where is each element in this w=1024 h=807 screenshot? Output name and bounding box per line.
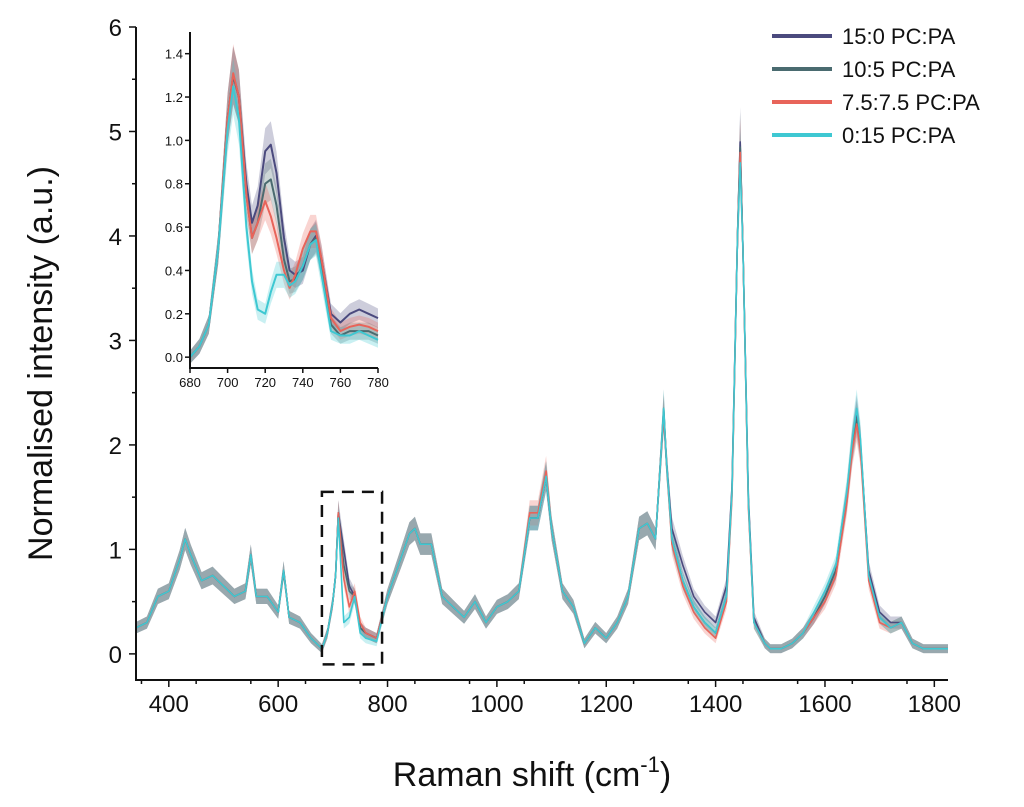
inset-line-series-2 [189, 72, 379, 358]
legend-label: 0:15 PC:PA [842, 123, 956, 148]
inset-x-tick-label: 720 [254, 375, 276, 390]
x-tick-label: 800 [368, 691, 408, 718]
inset-y-tick-label: 0.0 [165, 350, 183, 365]
legend-label: 15:0 PC:PA [842, 24, 956, 49]
y-tick-label: 1 [109, 537, 122, 564]
legend: 15:0 PC:PA 10:5 PC:PA 7.5:7.5 PC:PA 0:15 PC… [772, 24, 980, 148]
line-series-3 [135, 162, 948, 650]
inset-y-tick-label: 1.2 [165, 90, 183, 105]
main-series-lines [135, 141, 948, 650]
inset-y-tick-label: 0.8 [165, 177, 183, 192]
inset-x-tick-label: 760 [330, 375, 352, 390]
inset-y-tick-label: 1.4 [165, 47, 183, 62]
main-axis-lines [135, 27, 948, 681]
inset-x-tick-label: 780 [367, 375, 389, 390]
x-axis-title-main: Raman shift (cm [393, 756, 641, 794]
x-tick-label: 400 [149, 691, 189, 718]
x-tick-label: 1000 [470, 691, 523, 718]
inset-axes: 680 700 720 740 760 780 0.0 0.2 0.4 0.6 0.8 1.0 1.2 1… [165, 32, 389, 390]
y-axis-title: Normalised intensity (a.u.) [22, 166, 60, 561]
x-axis-title-superscript: -1 [640, 752, 660, 777]
legend-label: 10:5 PC:PA [842, 57, 956, 82]
inset-region-box [320, 490, 384, 666]
x-axis-title-tail: ) [660, 756, 671, 794]
inset-line-series-3 [189, 85, 379, 358]
inset-x-tick-label: 740 [292, 375, 314, 390]
y-tick-label: 2 [109, 433, 122, 460]
x-axis-title: Raman shift (cm-1) [393, 752, 671, 794]
y-tick-label: 4 [109, 224, 122, 251]
y-tick-label: 6 [109, 15, 122, 42]
y-tick-label: 0 [109, 642, 122, 669]
x-tick-label: 1600 [798, 691, 851, 718]
inset-band-series-3 [190, 58, 378, 364]
x-tick-label: 1400 [689, 691, 742, 718]
x-tick-label: 1800 [908, 691, 961, 718]
inset-y-tick-label: 1.0 [165, 133, 183, 148]
inset-band-series-0 [190, 46, 378, 364]
inset-y-tick-label: 0.2 [165, 307, 183, 322]
inset-chart: 680 700 720 740 760 780 0.0 0.2 0.4 0.6 0.8 1.0 1.2 1… [165, 32, 389, 390]
x-tick-label: 1200 [580, 691, 633, 718]
inset-y-tick-label: 0.6 [165, 220, 183, 235]
inset-series-lines [189, 72, 379, 358]
x-tick-label: 600 [258, 691, 298, 718]
y-tick-label: 3 [109, 328, 122, 355]
main-axes: 400 600 800 1000 1200 1400 1600 1800 0 1 2 3 4 5 6 [109, 15, 961, 718]
inset-x-tick-label: 700 [217, 375, 239, 390]
inset-y-tick-label: 0.4 [165, 263, 183, 278]
legend-label: 7.5:7.5 PC:PA [842, 90, 980, 115]
y-tick-label: 5 [109, 119, 122, 146]
inset-x-tick-label: 680 [179, 375, 201, 390]
